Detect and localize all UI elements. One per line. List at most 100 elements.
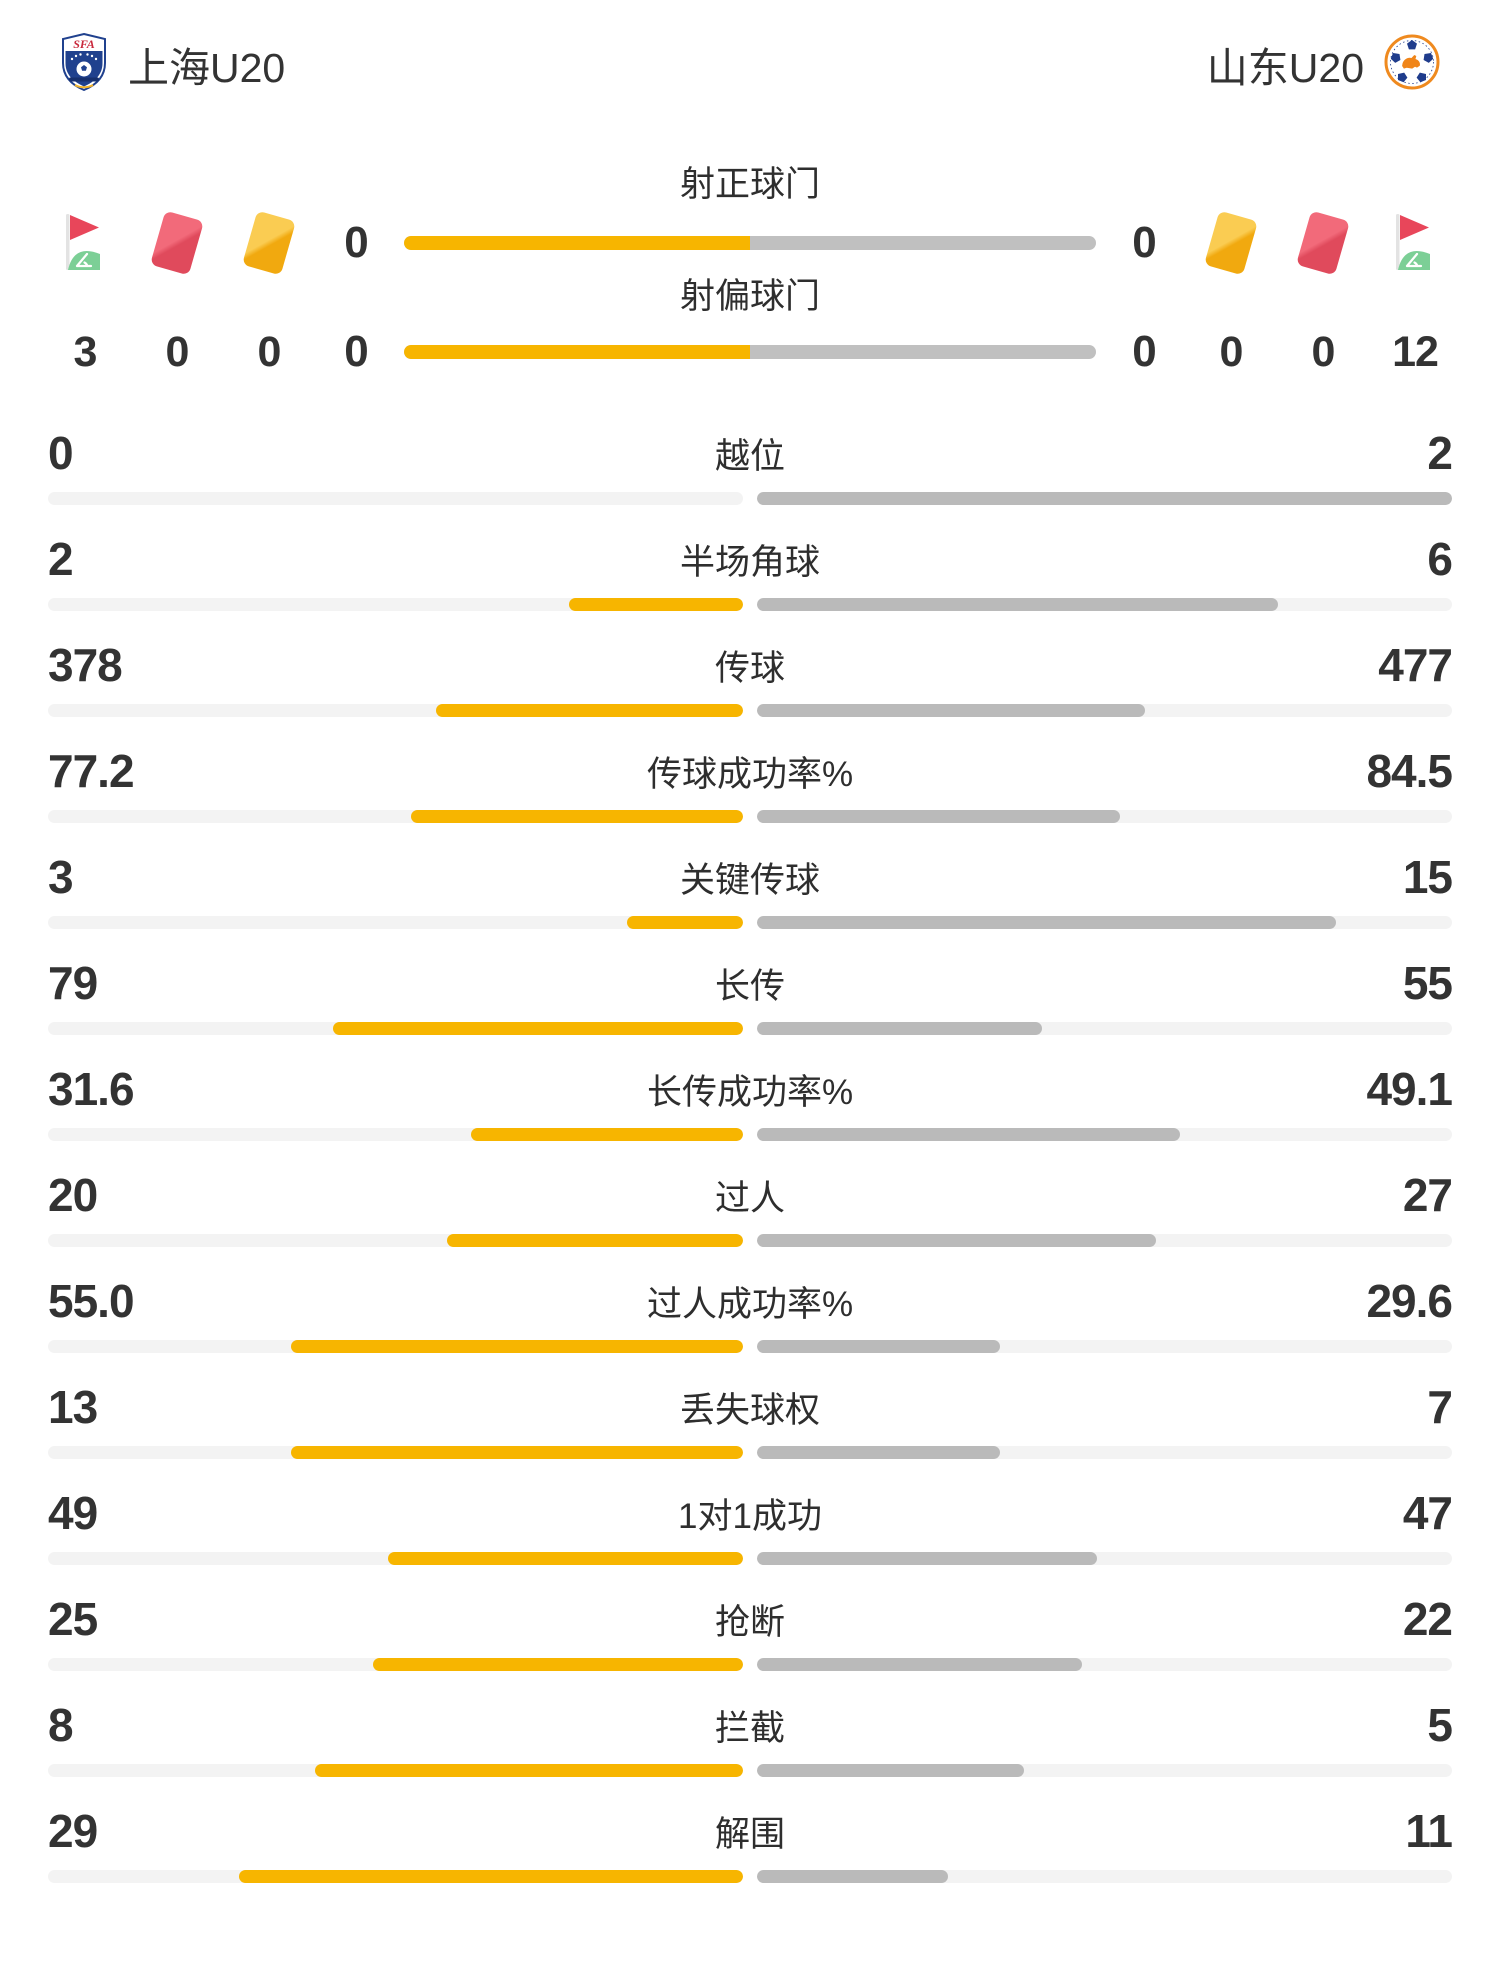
home-bar-fill [239,1870,743,1883]
stat-bar-home [48,704,743,717]
stat-row: 77.2 传球成功率% 84.5 [48,740,1453,823]
red-card-icon [1294,210,1352,276]
stat-bar-away [757,1234,1452,1247]
stat-away-value: 27 [1402,1169,1453,1221]
home-bar-fill [447,1234,743,1247]
away-bar-fill [757,1340,1001,1353]
stat-home-value: 29 [48,1805,98,1857]
shot-bar [404,345,1096,359]
stat-row: 79 长传 55 [48,952,1453,1035]
stat-bar-away [757,1446,1452,1459]
discipline-count: 0 [257,327,282,376]
home-team-name: 上海U20 [128,45,286,91]
stat-label: 长传成功率% [646,1072,854,1112]
stat-bar-home [48,1022,743,1035]
stat-bar-away [757,1552,1452,1565]
away-bar-fill [757,1552,1098,1565]
stat-home-value: 20 [48,1169,98,1221]
stat-home-value: 25 [48,1593,98,1645]
home-bar-fill [315,1764,743,1777]
away-bar-fill [757,1764,1025,1777]
stat-away-value: 6 [1427,533,1453,585]
stat-away-value: 15 [1402,851,1453,903]
stat-label: 1对1成功 [678,1496,822,1536]
home-discipline-icons [48,210,308,276]
stat-away-value: 2 [1427,427,1453,479]
home-team: SFA 上海U20 [60,32,286,96]
stat-away-value: 477 [1378,639,1453,691]
away-bar-fill [757,916,1337,929]
stat-row: 2 半场角球 6 [48,528,1453,611]
away-bar-fill [757,598,1279,611]
stat-away-value: 7 [1427,1381,1453,1433]
stat-row: 8 拦截 5 [48,1694,1453,1777]
red-card-icon [148,210,206,276]
stat-label: 丢失球权 [679,1390,820,1430]
stat-label: 过人成功率% [646,1284,854,1324]
away-bar-fill [757,1128,1180,1141]
stat-bar-home [48,1340,743,1353]
stat-label: 长传 [714,966,785,1006]
stat-home-value: 2 [48,533,74,585]
away-value: 0 [1132,327,1156,376]
home-bar-fill [291,1446,743,1459]
discipline-count: 0 [1311,327,1336,376]
stat-row: 378 传球 477 [48,634,1453,717]
stat-bar-home [48,1234,743,1247]
away-team-badge shandong-crest-icon [1384,34,1440,95]
stat-label: 解围 [714,1814,785,1854]
stat-row: 25 抢断 22 [48,1588,1453,1671]
home-bar-fill [333,1022,743,1035]
stat-home-value: 13 [48,1381,98,1433]
stat-bar-away [757,1340,1452,1353]
stat-home-value: 3 [48,851,74,903]
stat-label: 传球成功率% [646,754,854,794]
stat-bar-away [757,1022,1452,1035]
home-bar-fill [470,1128,743,1141]
stat-home-value: 77.2 [48,745,135,797]
stat-row: 31.6 长传成功率% 49.1 [48,1058,1453,1141]
stat-bar-away [757,916,1452,929]
away-bar-fill [757,1658,1083,1671]
away-bar-fill [757,704,1145,717]
stat-row: 13 丢失球权 7 [48,1376,1453,1459]
away-discipline-counts: 0 0 12 [1192,328,1452,377]
stat-bar-away [757,1764,1452,1777]
away-bar-fill [757,1870,949,1883]
stat-bar-home [48,1128,743,1141]
stats-list: 0 越位 2 2 半场角球 6 378 传球 477 77.2 传球成功率% 84.5 3 关键传球 15 7… [48,422,1453,1883]
away-value: 0 [1132,218,1156,267]
away-bar-fill [757,1446,1001,1459]
away-bar-fill [757,810,1121,823]
stat-bar-away [757,1658,1452,1671]
stat-bar-away [757,492,1452,505]
stat-bar-home [48,916,743,929]
stat-away-value: 22 [1402,1593,1453,1645]
home-bar-fill [373,1658,743,1671]
discipline-count: 12 [1392,327,1439,376]
home-bar-fill [291,1340,743,1353]
stat-away-value: 5 [1427,1699,1453,1751]
stat-bar-away [757,1128,1452,1141]
away-bar-fill [757,1234,1157,1247]
stat-row: 20 过人 27 [48,1164,1453,1247]
stat-bar-home [48,492,743,505]
shots-off-target-row: 射偏球门 3 0 0 0 0 0 0 12 [48,276,1452,380]
shot-row-label: 射偏球门 [679,277,820,316]
home-value: 0 [344,218,368,267]
stat-bar-home [48,1552,743,1565]
stat-label: 传球 [714,648,785,688]
stat-row: 0 越位 2 [48,422,1453,505]
corner-flag-icon [56,212,114,274]
stat-row: 29 解围 11 [48,1800,1453,1883]
home-bar-fill [404,345,750,359]
stat-away-value: 29.6 [1366,1275,1453,1327]
away-team-name: 山东U20 [1206,45,1364,91]
away-team: 山东U20 [1207,34,1440,95]
stat-away-value: 84.5 [1366,745,1453,797]
away-bar-fill [757,1022,1043,1035]
stat-label: 过人 [714,1178,785,1218]
stat-home-value: 0 [48,427,74,479]
stat-bar-away [757,598,1452,611]
corner-flag-icon [1386,212,1444,274]
